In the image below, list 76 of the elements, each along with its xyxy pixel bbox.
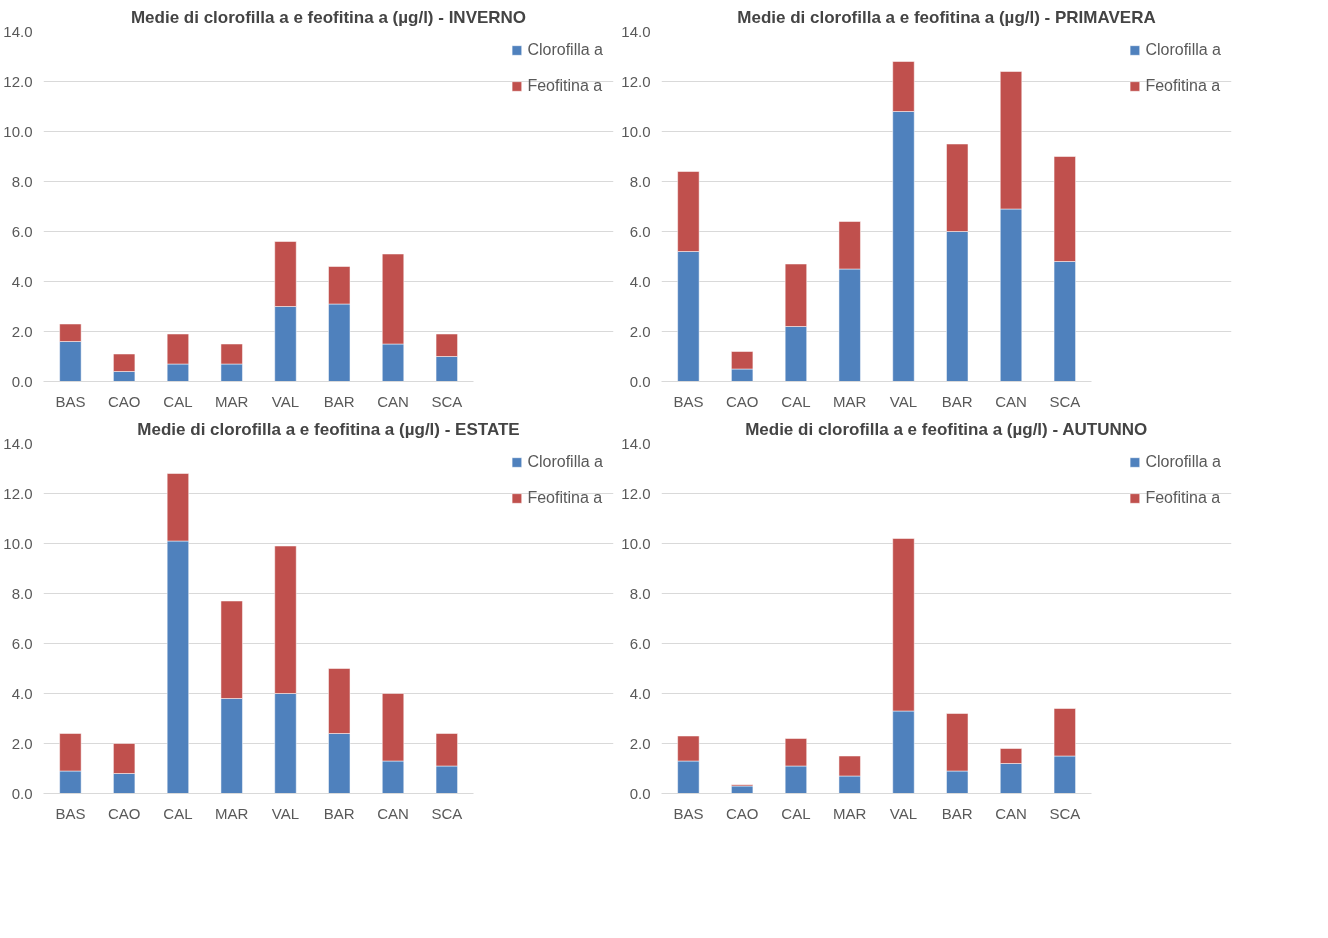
x-tick-label: CAL xyxy=(163,804,193,822)
x-tick-label: CAO xyxy=(725,804,759,822)
chart-title: Medie di clorofilla a e feofitina a (µg/l) - INVERNO xyxy=(130,7,527,27)
y-tick-label: 2.0 xyxy=(629,322,651,340)
y-tick-label: 14.0 xyxy=(621,22,651,40)
x-tick-label: BAS xyxy=(55,392,86,410)
y-tick-label: 0.0 xyxy=(629,784,651,802)
y-tick-label: 0.0 xyxy=(629,372,651,390)
x-tick-label: SCA xyxy=(1049,392,1081,410)
legend-label: Feofitina a xyxy=(527,489,603,507)
x-tick-label: MAR xyxy=(215,392,249,410)
x-tick-label: BAR xyxy=(941,392,973,410)
x-tick-label: VAL xyxy=(889,392,918,410)
legend-label: Feofitina a xyxy=(1145,77,1221,95)
y-tick-label: 4.0 xyxy=(629,684,651,702)
y-tick-label: 8.0 xyxy=(629,584,651,602)
y-tick-label: 8.0 xyxy=(11,584,33,602)
x-tick-label: BAR xyxy=(941,804,973,822)
y-tick-label: 6.0 xyxy=(629,634,651,652)
y-tick-label: 0.0 xyxy=(11,784,33,802)
y-tick-label: 2.0 xyxy=(629,734,651,752)
x-tick-label: MAR xyxy=(833,804,867,822)
y-tick-label: 8.0 xyxy=(629,172,651,190)
legend-label: Clorofilla a xyxy=(1145,453,1221,471)
x-tick-label: BAR xyxy=(323,804,355,822)
legend-label: Feofitina a xyxy=(527,77,603,95)
y-tick-label: 4.0 xyxy=(629,272,651,290)
y-tick-label: 10.0 xyxy=(621,122,651,140)
x-tick-label: CAL xyxy=(781,804,811,822)
x-tick-label: SCA xyxy=(431,804,463,822)
y-tick-label: 4.0 xyxy=(11,272,33,290)
chart-title: Medie di clorofilla a e feofitina a (µg/l) - PRIMAVERA xyxy=(737,7,1156,27)
y-tick-label: 6.0 xyxy=(11,634,33,652)
x-tick-label: BAR xyxy=(323,392,355,410)
legend-label: Clorofilla a xyxy=(527,453,603,471)
y-tick-label: 10.0 xyxy=(621,534,651,552)
y-tick-label: 10.0 xyxy=(3,122,33,140)
x-tick-label: MAR xyxy=(215,804,249,822)
chart-title: Medie di clorofilla a e feofitina a (µg/l) - ESTATE xyxy=(137,419,520,439)
chart-title: Medie di clorofilla a e feofitina a (µg/l) - AUTUNNO xyxy=(745,419,1148,439)
x-tick-label: VAL xyxy=(271,804,300,822)
y-tick-label: 4.0 xyxy=(11,684,33,702)
y-tick-label: 8.0 xyxy=(11,172,33,190)
y-tick-label: 14.0 xyxy=(3,22,33,40)
y-tick-label: 6.0 xyxy=(629,222,651,240)
x-tick-label: SCA xyxy=(1049,804,1081,822)
x-tick-label: CAO xyxy=(107,392,141,410)
y-tick-label: 10.0 xyxy=(3,534,33,552)
x-tick-label: CAO xyxy=(107,804,141,822)
x-tick-label: BAS xyxy=(55,804,86,822)
x-tick-label: MAR xyxy=(833,392,867,410)
y-tick-label: 14.0 xyxy=(621,434,651,452)
y-tick-label: 2.0 xyxy=(11,734,33,752)
x-tick-label: SCA xyxy=(431,392,463,410)
y-tick-label: 6.0 xyxy=(11,222,33,240)
y-tick-label: 12.0 xyxy=(621,484,651,502)
x-tick-label: CAN xyxy=(995,804,1027,822)
x-tick-label: BAS xyxy=(673,392,704,410)
x-tick-label: CAL xyxy=(163,392,193,410)
legend-label: Clorofilla a xyxy=(527,41,603,59)
x-tick-label: CAN xyxy=(377,392,409,410)
x-tick-label: CAN xyxy=(995,392,1027,410)
x-tick-label: BAS xyxy=(673,804,704,822)
x-tick-label: CAN xyxy=(377,804,409,822)
x-tick-label: VAL xyxy=(271,392,300,410)
y-tick-label: 12.0 xyxy=(3,72,33,90)
legend-label: Clorofilla a xyxy=(1145,41,1221,59)
x-tick-label: VAL xyxy=(889,804,918,822)
y-tick-label: 14.0 xyxy=(3,434,33,452)
y-tick-label: 0.0 xyxy=(11,372,33,390)
legend-label: Feofitina a xyxy=(1145,489,1221,507)
x-tick-label: CAL xyxy=(781,392,811,410)
y-tick-label: 12.0 xyxy=(3,484,33,502)
x-tick-label: CAO xyxy=(725,392,759,410)
y-tick-label: 2.0 xyxy=(11,322,33,340)
y-tick-label: 12.0 xyxy=(621,72,651,90)
